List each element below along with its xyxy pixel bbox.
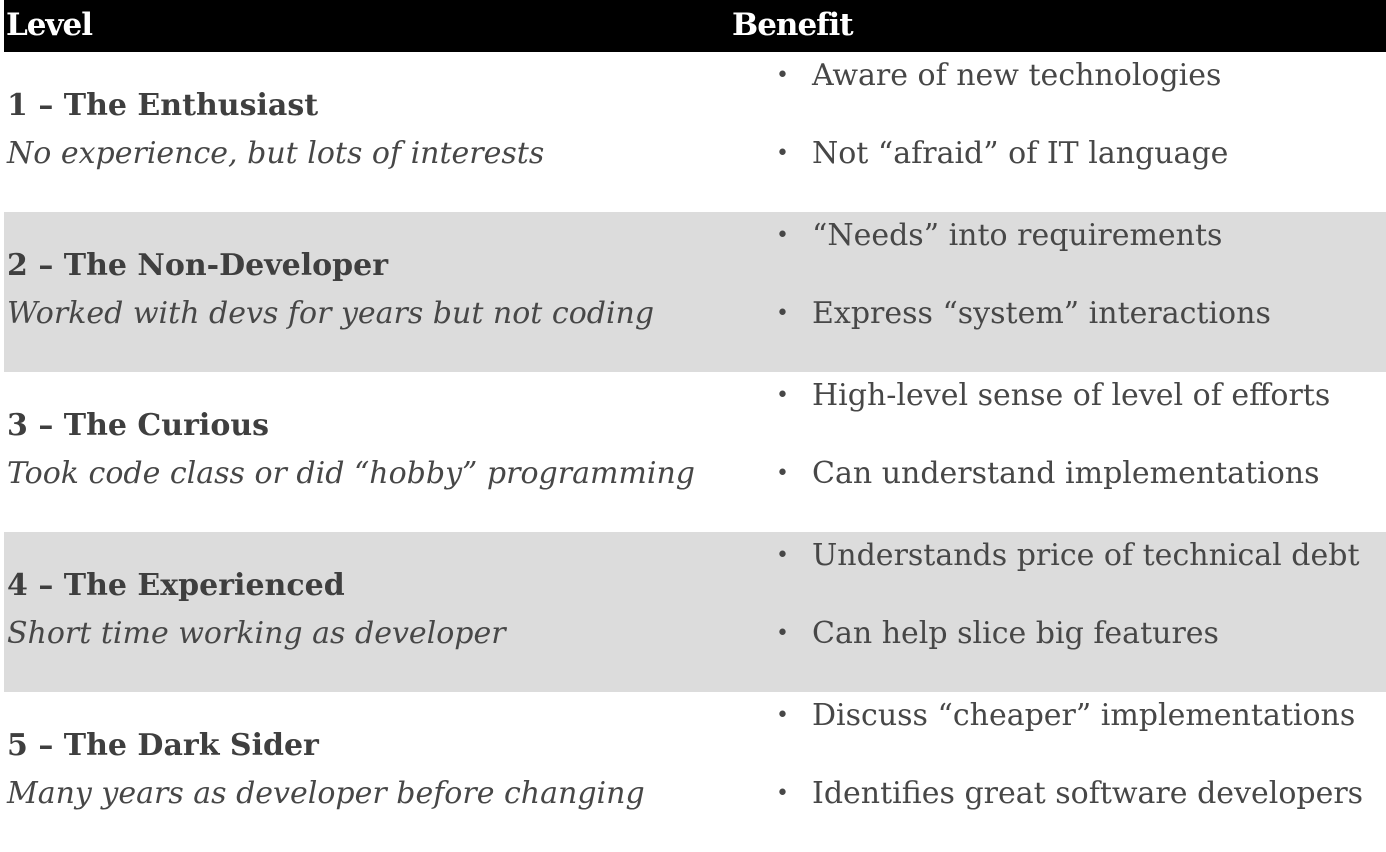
benefit-item: • Understands price of technical debt [776, 538, 1360, 573]
benefit-text: Aware of new technologies [812, 58, 1222, 93]
benefit-text: “Needs” into requirements [812, 218, 1223, 253]
benefit-text: Identifies great software developers [812, 776, 1364, 811]
benefit-text: Discuss “cheaper” implementations [812, 698, 1356, 733]
bullet-icon: • [776, 621, 789, 646]
bullet-icon: • [776, 223, 789, 248]
benefit-text: Express “system” interactions [812, 296, 1271, 331]
level-description: Worked with devs for years but not codin… [7, 296, 655, 331]
benefit-item: • High-level sense of level of efforts [776, 378, 1330, 413]
benefit-item: • Identifies great software developers [776, 776, 1363, 811]
level-description: Took code class or did “hobby” programmi… [7, 456, 695, 491]
level-title: 2 – The Non-Developer [7, 248, 389, 283]
level-description: Short time working as developer [7, 616, 506, 651]
levels-table: Level Benefit 1 – The Enthusiast No expe… [4, 0, 1386, 811]
table-header: Level Benefit [4, 0, 1386, 52]
benefit-item: • Can understand implementations [776, 456, 1320, 491]
benefit-item: • Express “system” interactions [776, 296, 1271, 331]
level-title: 1 – The Enthusiast [7, 88, 319, 123]
benefit-text: High-level sense of level of efforts [812, 378, 1331, 413]
table-row: 2 – The Non-Developer Worked with devs f… [4, 212, 1386, 372]
benefit-item: • Discuss “cheaper” implementations [776, 698, 1355, 733]
benefit-item: • Aware of new technologies [776, 58, 1221, 93]
level-title: 5 – The Dark Sider [7, 728, 319, 763]
table-row: 4 – The Experienced Short time working a… [4, 532, 1386, 692]
benefit-text: Can help slice big features [812, 616, 1219, 651]
level-title: 3 – The Curious [7, 408, 270, 443]
level-description: Many years as developer before changing [7, 776, 645, 811]
benefit-item: • “Needs” into requirements [776, 218, 1222, 253]
benefit-text: Can understand implementations [812, 456, 1320, 491]
table-row: 5 – The Dark Sider Many years as develop… [4, 692, 1386, 852]
bullet-icon: • [776, 383, 789, 408]
table-row: 1 – The Enthusiast No experience, but lo… [4, 52, 1386, 212]
bullet-icon: • [776, 141, 789, 166]
benefit-item: • Can help slice big features [776, 616, 1219, 651]
table-row: 3 – The Curious Took code class or did “… [4, 372, 1386, 532]
header-level: Level [6, 7, 93, 43]
header-benefit: Benefit [732, 7, 854, 43]
benefit-text: Not “afraid” of IT language [812, 136, 1229, 171]
bullet-icon: • [776, 461, 789, 486]
level-description: No experience, but lots of interests [7, 136, 545, 171]
bullet-icon: • [776, 543, 789, 568]
bullet-icon: • [776, 703, 789, 728]
benefit-text: Understands price of technical debt [812, 538, 1360, 573]
bullet-icon: • [776, 781, 789, 806]
level-title: 4 – The Experienced [7, 568, 345, 603]
benefit-item: • Not “afraid” of IT language [776, 136, 1228, 171]
bullet-icon: • [776, 63, 789, 88]
bullet-icon: • [776, 301, 789, 326]
